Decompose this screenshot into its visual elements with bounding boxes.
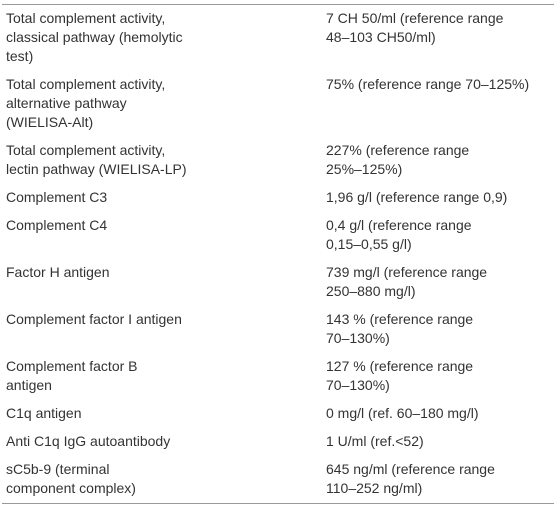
table-row: Complement C4 0,4 g/l (reference range 0,1… (2, 212, 554, 259)
cell-text: alternative pathway (6, 95, 127, 111)
cell-text: 75% (reference range 70–125%) (326, 76, 530, 92)
cell-text: 0,4 g/l (reference range (326, 217, 472, 233)
cell-text: Total complement activity, (6, 76, 166, 92)
parameter-cell: Total complement activity, alternative pa… (2, 71, 326, 137)
table-row: Anti C1q IgG autoantibody 1 U/ml (ref.<52… (2, 428, 554, 456)
cell-text: Total complement activity, (6, 10, 166, 26)
cell-text: Factor H antigen (6, 264, 110, 280)
parameter-cell: Factor H antigen (2, 259, 326, 306)
cell-text: 0,15–0,55 g/l) (326, 236, 412, 252)
cell-text: 127 % (reference range (326, 358, 474, 374)
table-row: Total complement activity, lectin pathway… (2, 137, 554, 184)
cell-text: (WIELISA-Alt) (6, 114, 94, 130)
table-row: Total complement activity, classical path… (2, 5, 554, 72)
parameter-cell: Complement factor B antigen (2, 353, 326, 400)
cell-text: lectin pathway (WIELISA-LP) (6, 161, 187, 177)
cell-text: 0 mg/l (ref. 60–180 mg/l) (326, 405, 479, 421)
cell-text: antigen (6, 377, 52, 393)
cell-text: test) (6, 48, 34, 64)
cell-text: Total complement activity, (6, 142, 166, 158)
cell-text: 645 ng/ml (reference range (326, 461, 495, 477)
cell-text: 110–252 ng/ml) (326, 480, 423, 496)
cell-text: Complement factor B (6, 358, 138, 374)
cell-text: 7 CH 50/ml (reference range (326, 10, 504, 26)
table-body: Total complement activity, classical path… (2, 5, 554, 504)
parameter-cell: sC5b-9 (terminal component complex) (2, 456, 326, 504)
cell-text: Anti C1q IgG autoantibody (6, 433, 171, 449)
result-cell: 0,4 g/l (reference range 0,15–0,55 g/l) (326, 212, 554, 259)
cell-text: 143 % (reference range (326, 311, 474, 327)
result-cell: 227% (reference range 25%–125%) (326, 137, 554, 184)
cell-text: 227% (reference range (326, 142, 470, 158)
data-table: Total complement activity, classical path… (2, 4, 554, 504)
parameter-cell: Complement factor I antigen (2, 306, 326, 353)
result-cell: 1 U/ml (ref.<52) (326, 428, 554, 456)
result-cell: 1,96 g/l (reference range 0,9) (326, 184, 554, 212)
cell-text: 70–130%) (326, 377, 390, 393)
cell-text: Complement factor I antigen (6, 311, 182, 327)
result-cell: 127 % (reference range 70–130%) (326, 353, 554, 400)
parameter-cell: Complement C4 (2, 212, 326, 259)
table-row: Complement C3 1,96 g/l (reference range 0… (2, 184, 554, 212)
cell-text: component complex) (6, 480, 136, 496)
result-cell: 7 CH 50/ml (reference range 48–103 CH50/m… (326, 5, 554, 72)
result-cell: 75% (reference range 70–125%) (326, 71, 554, 137)
cell-text: 1 U/ml (ref.<52) (326, 433, 424, 449)
result-cell: 645 ng/ml (reference range 110–252 ng/ml) (326, 456, 554, 504)
parameter-cell: Anti C1q IgG autoantibody (2, 428, 326, 456)
parameter-cell: C1q antigen (2, 400, 326, 428)
table-row: Total complement activity, alternative pa… (2, 71, 554, 137)
cell-text: 25%–125%) (326, 161, 403, 177)
cell-text: 48–103 CH50/ml) (326, 29, 436, 45)
cell-text: 250–880 mg/l) (326, 283, 416, 299)
cell-text: 739 mg/l (reference range (326, 264, 488, 280)
table-row: Complement factor B antigen 127 % (referen… (2, 353, 554, 400)
cell-text: C1q antigen (6, 405, 82, 421)
table-row: Complement factor I antigen 143 % (refere… (2, 306, 554, 353)
cell-text: sC5b-9 (terminal (6, 461, 110, 477)
table-row: Factor H antigen 739 mg/l (reference rang… (2, 259, 554, 306)
result-cell: 0 mg/l (ref. 60–180 mg/l) (326, 400, 554, 428)
result-cell: 143 % (reference range 70–130%) (326, 306, 554, 353)
page: Total complement activity, classical path… (0, 4, 556, 527)
table-row: C1q antigen 0 mg/l (ref. 60–180 mg/l) (2, 400, 554, 428)
parameter-cell: Total complement activity, classical path… (2, 5, 326, 72)
parameter-cell: Complement C3 (2, 184, 326, 212)
cell-text: Complement C3 (6, 189, 108, 205)
result-cell: 739 mg/l (reference range 250–880 mg/l) (326, 259, 554, 306)
cell-text: classical pathway (hemolytic (6, 29, 183, 45)
cell-text: 70–130%) (326, 330, 390, 346)
table-row: sC5b-9 (terminal component complex) 645 ng… (2, 456, 554, 504)
cell-text: Complement C4 (6, 217, 108, 233)
cell-text: 1,96 g/l (reference range 0,9) (326, 189, 508, 205)
parameter-cell: Total complement activity, lectin pathway… (2, 137, 326, 184)
